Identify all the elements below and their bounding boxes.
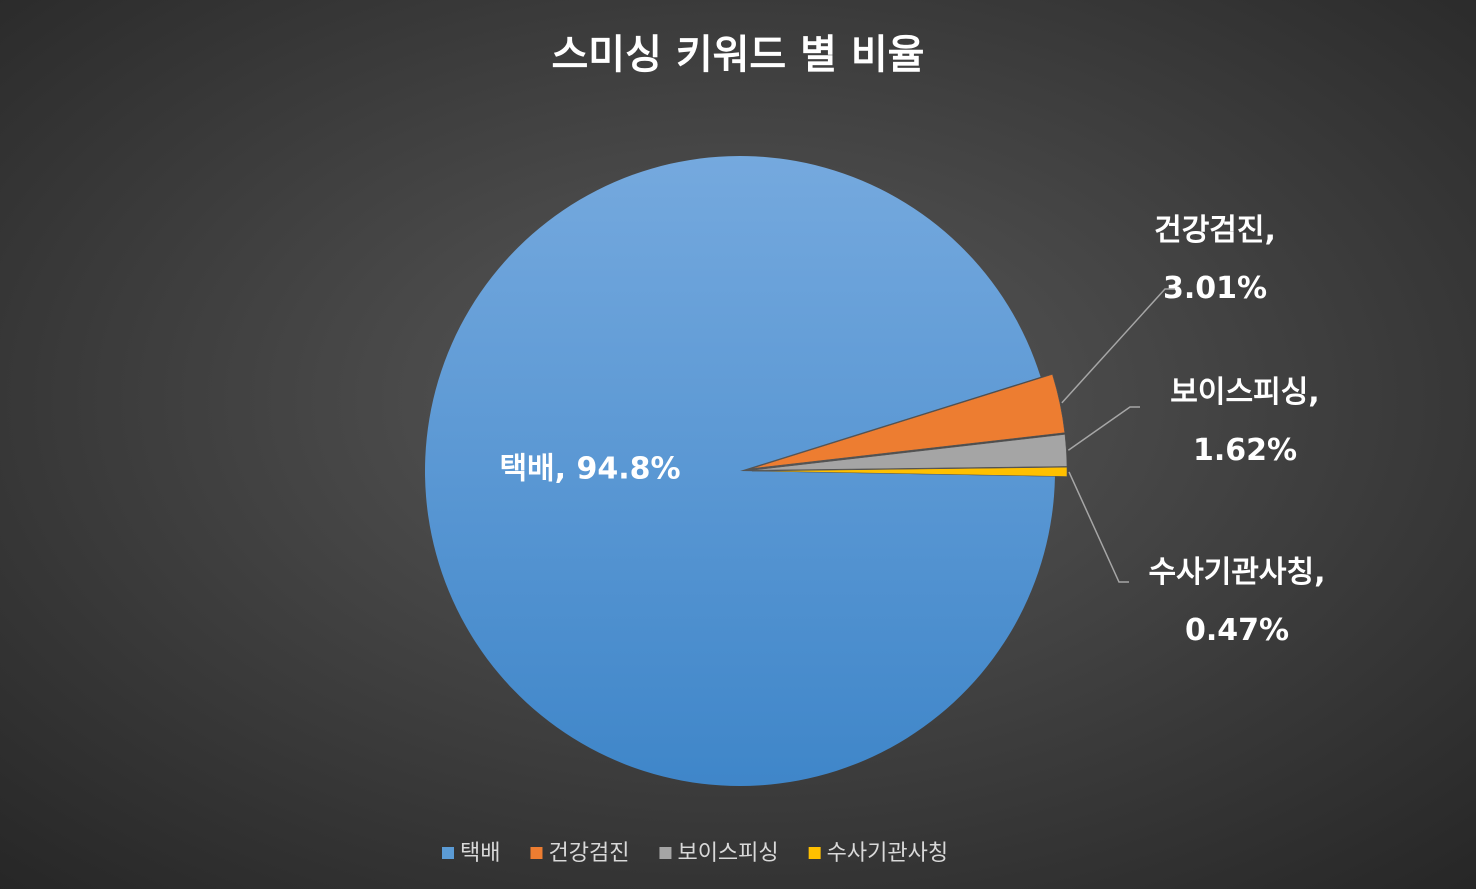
data-label: 건강검진, 3.01%: [1154, 213, 1276, 306]
pie-slice: [425, 155, 1055, 786]
legend-swatch: [659, 847, 672, 859]
data-label: 보이스피싱, 1.62%: [1170, 375, 1319, 468]
data-label-line: 보이스피싱,: [1170, 375, 1319, 410]
legend-label: 수사기관사칭: [827, 841, 948, 866]
leader-line: [1067, 406, 1140, 451]
data-label-line: 0.47%: [1185, 613, 1289, 648]
chart-title: 스미싱 키워드 별 비율: [552, 32, 925, 78]
leader-line: [1061, 288, 1175, 404]
legend-label: 택배: [460, 841, 500, 866]
pie-slice: [751, 374, 1065, 469]
legend-swatch: [808, 847, 821, 859]
data-label-line: 3.01%: [1163, 271, 1267, 306]
data-label-line: 수사기관사칭,: [1149, 555, 1326, 590]
data-label: 수사기관사칭, 0.47%: [1149, 555, 1326, 648]
data-label: 택배, 94.8%: [499, 452, 680, 487]
data-label-line: 1.62%: [1193, 433, 1297, 468]
legend-swatch: [530, 847, 543, 859]
legend-label: 건강검진: [548, 841, 629, 866]
leader-line: [1068, 471, 1129, 583]
data-label-line: 건강검진,: [1154, 213, 1276, 248]
pie-slice: [751, 434, 1068, 471]
legend-swatch: [442, 847, 454, 859]
pie-slice: [751, 466, 1068, 477]
legend-label: 보이스피싱: [677, 841, 778, 866]
